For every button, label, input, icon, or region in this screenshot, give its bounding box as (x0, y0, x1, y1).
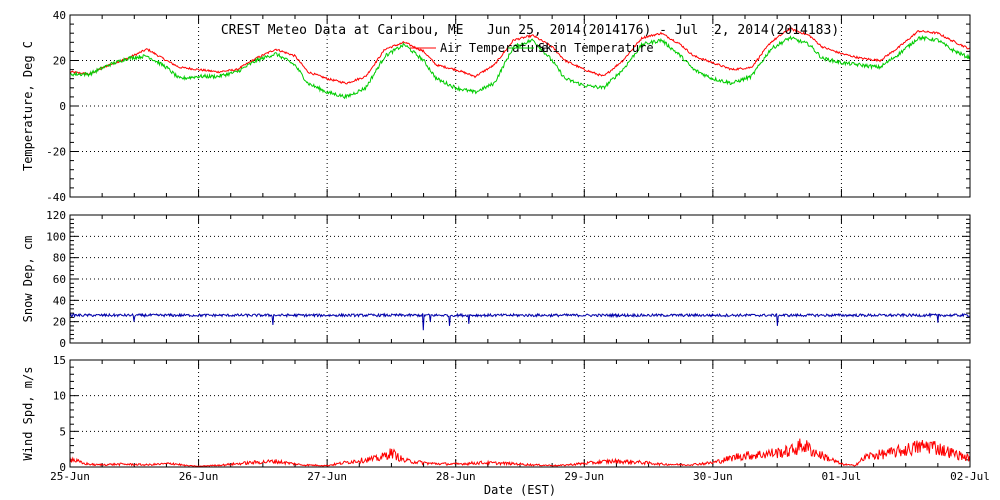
chart-title: CREST Meteo Data at Caribou, ME Jun 25, … (221, 23, 839, 38)
temperature-ytick-label: 40 (53, 9, 66, 22)
x-tick-label: 30-Jun (693, 470, 733, 483)
legend-label-skin-temperature: Skin Temperature (538, 41, 654, 55)
legend-label-air-temperature: Air Temperature (440, 41, 548, 55)
temperature-y-axis-label: Temperature, Deg C (21, 41, 35, 171)
x-tick-label: 25-Jun (50, 470, 90, 483)
snow-depth-ytick-label: 40 (53, 294, 66, 307)
snow-depth-ytick-label: 20 (53, 316, 66, 329)
snow-depth-ytick-label: 100 (46, 230, 66, 243)
wind-speed-ytick-label: 10 (53, 390, 66, 403)
snow-depth-y-axis-label: Snow Dep, cm (21, 236, 35, 323)
snow-depth-plot-frame (69, 214, 971, 344)
temperature-ytick-label: 20 (53, 55, 66, 68)
snow-depth-ytick-label: 80 (53, 252, 66, 265)
wind-speed-plot-frame (69, 359, 971, 468)
temperature-ytick-label: -20 (46, 146, 66, 159)
x-tick-label: 29-Jun (564, 470, 604, 483)
snow-depth-ytick-label: 0 (59, 337, 66, 350)
x-tick-label: 02-Jul (950, 470, 990, 483)
temperature-ytick-label: -40 (46, 191, 66, 204)
snow-depth-ytick-label: 60 (53, 273, 66, 286)
wind-speed-ytick-label: 15 (53, 354, 66, 367)
skin-temperature-line (69, 34, 970, 100)
snow-depth-ytick-label: 120 (46, 209, 66, 222)
wind-speed-ytick-label: 0 (59, 461, 66, 474)
x-axis-label: Date (EST) (484, 483, 556, 497)
wind-speed-y-axis-label: Wind Spd, m/s (21, 367, 35, 461)
temperature-ytick-label: 0 (59, 100, 66, 113)
x-tick-label: 28-Jun (436, 470, 476, 483)
wind-speed-ytick-label: 5 (59, 425, 66, 438)
x-tick-label: 27-Jun (307, 470, 347, 483)
snow-depth-line (69, 312, 970, 331)
air-temperature-line (69, 27, 970, 85)
x-tick-label: 26-Jun (179, 470, 219, 483)
wind-speed-line (69, 438, 970, 467)
temperature-plot-frame (69, 14, 971, 198)
x-tick-label: 01-Jul (822, 470, 862, 483)
